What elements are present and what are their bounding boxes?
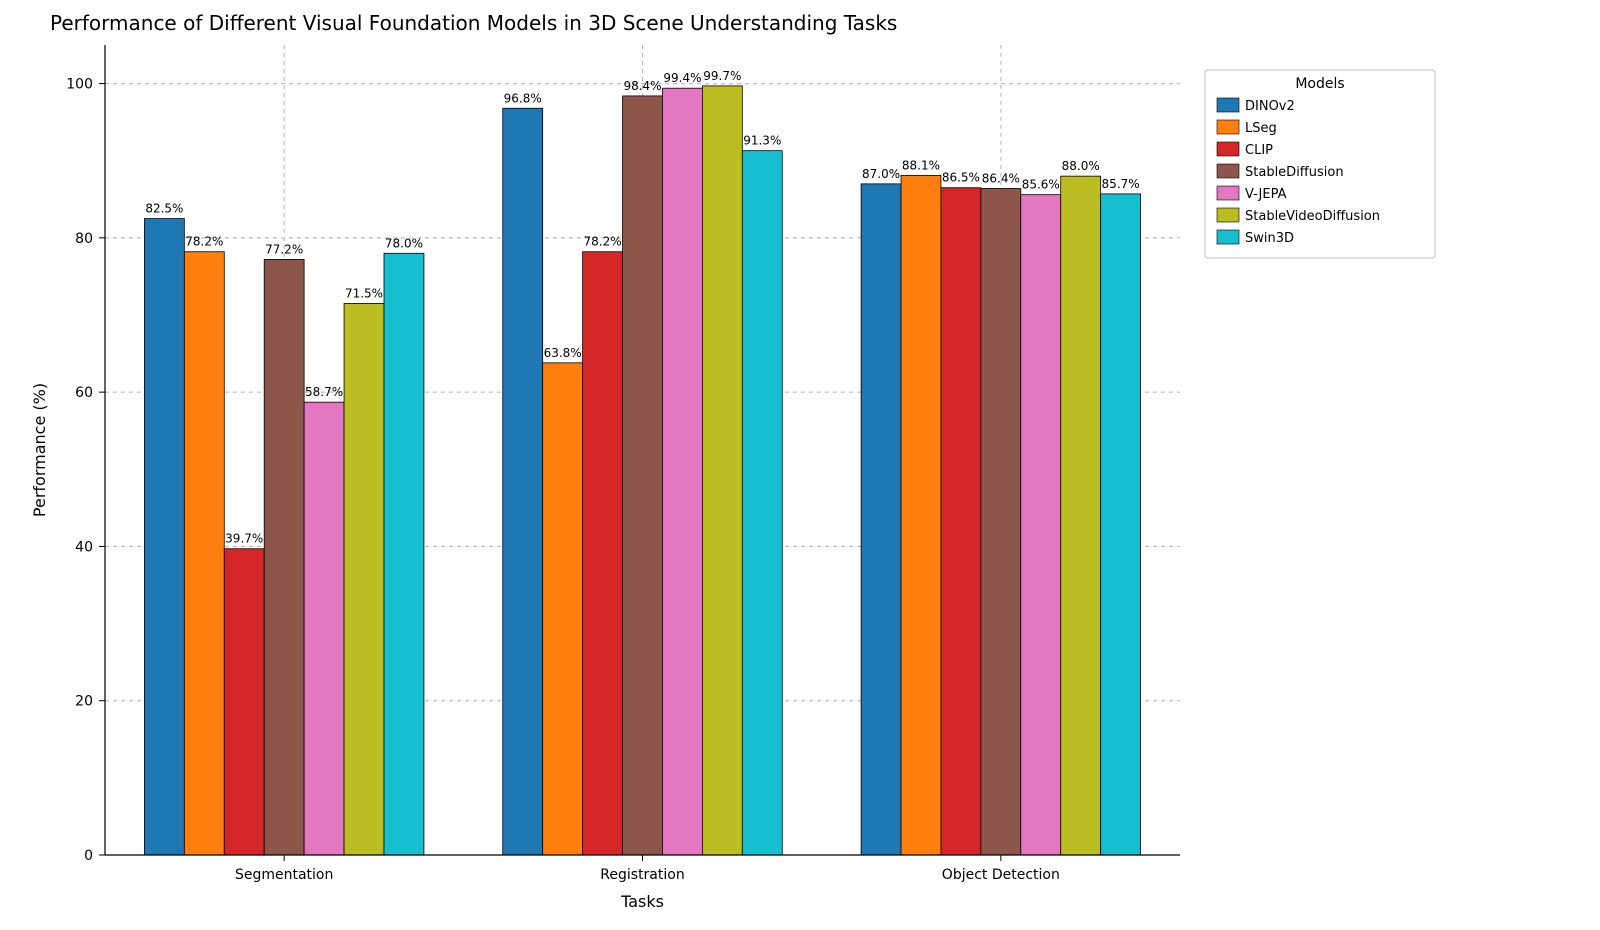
performance-chart: 82.5% 78.2% 39.7% 77.2% 58.7% 71.5% 78.0% 96.8%…: [0, 0, 1600, 930]
bar-value-label: 78.2%: [185, 235, 223, 249]
bar: [861, 184, 901, 855]
bar: [1021, 195, 1061, 855]
bar-value-label: 77.2%: [265, 242, 303, 256]
x-tick-label: Object Detection: [942, 867, 1060, 883]
legend-swatch: [1217, 208, 1239, 222]
y-tick-label: 100: [66, 77, 93, 93]
legend-label: V-JEPA: [1245, 187, 1287, 202]
bar-value-label: 85.6%: [1022, 178, 1060, 192]
legend-label: StableVideoDiffusion: [1245, 209, 1380, 224]
bar-value-label: 86.5%: [942, 171, 980, 185]
x-tick-label: Registration: [600, 867, 684, 883]
bar: [742, 151, 782, 855]
legend-swatch: [1217, 98, 1239, 112]
bar-value-label: 82.5%: [145, 202, 183, 216]
bar: [981, 188, 1021, 855]
bar: [184, 252, 224, 855]
bar: [702, 86, 742, 855]
y-tick-label: 80: [75, 231, 93, 247]
y-tick-label: 60: [75, 385, 93, 401]
bar-value-label: 88.1%: [902, 158, 940, 172]
legend-label: Swin3D: [1245, 231, 1294, 246]
bar-value-label: 99.7%: [703, 69, 741, 83]
bar-value-label: 99.4%: [663, 71, 701, 85]
legend-label: DINOv2: [1245, 99, 1295, 114]
bar: [662, 88, 702, 855]
bar-value-label: 98.4%: [623, 79, 661, 93]
bar: [344, 303, 384, 855]
legend-swatch: [1217, 230, 1239, 244]
bar: [264, 259, 304, 855]
bar-value-label: 85.7%: [1102, 177, 1140, 191]
x-tick-label: Segmentation: [235, 867, 333, 883]
bar: [224, 549, 264, 855]
bar-value-label: 86.4%: [982, 171, 1020, 185]
legend-title: Models: [1295, 76, 1344, 92]
bar: [1061, 176, 1101, 855]
bar-value-label: 91.3%: [743, 134, 781, 148]
bar: [1101, 194, 1141, 855]
bar: [583, 252, 623, 855]
legend-swatch: [1217, 120, 1239, 134]
bar: [941, 188, 981, 855]
bar: [623, 96, 663, 855]
chart-title: Performance of Different Visual Foundati…: [50, 11, 897, 35]
x-axis-label: Tasks: [620, 892, 664, 911]
bar-value-label: 78.0%: [385, 236, 423, 250]
legend-swatch: [1217, 164, 1239, 178]
bar-value-label: 63.8%: [544, 346, 582, 360]
bar: [503, 108, 543, 855]
bar-value-label: 87.0%: [862, 167, 900, 181]
bar-value-label: 88.0%: [1062, 159, 1100, 173]
bar: [901, 175, 941, 855]
legend-swatch: [1217, 142, 1239, 156]
legend-label: CLIP: [1245, 143, 1273, 158]
bar-value-label: 78.2%: [584, 235, 622, 249]
bar-value-label: 39.7%: [225, 532, 263, 546]
bar: [144, 219, 184, 855]
y-tick-label: 40: [75, 539, 93, 555]
y-tick-label: 0: [84, 848, 93, 864]
bar-value-label: 71.5%: [345, 286, 383, 300]
legend-box: [1205, 70, 1435, 258]
bar: [304, 402, 344, 855]
bar: [543, 363, 583, 855]
y-tick-label: 20: [75, 694, 93, 710]
y-axis-label: Performance (%): [30, 383, 49, 517]
legend-label: LSeg: [1245, 121, 1277, 136]
legend-label: StableDiffusion: [1245, 165, 1344, 180]
bar-value-label: 96.8%: [504, 91, 542, 105]
bar-value-label: 58.7%: [305, 385, 343, 399]
bar: [384, 253, 424, 855]
legend-swatch: [1217, 186, 1239, 200]
